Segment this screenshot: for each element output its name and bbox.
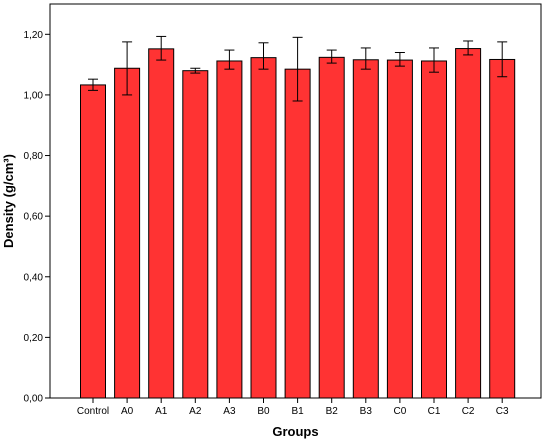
x-tick-label: B3 [360, 406, 373, 417]
x-tick-label: A0 [121, 406, 134, 417]
x-tick-label: B1 [291, 406, 304, 417]
y-tick-label: 0,20 [24, 333, 44, 344]
bar-series [80, 48, 516, 399]
bar-b2 [318, 56, 345, 399]
y-tick-label: 0,60 [24, 212, 44, 223]
bar-c1 [421, 60, 447, 399]
x-tick-label: A1 [155, 406, 168, 417]
bar-c3 [489, 58, 516, 399]
y-tick-label: 0,80 [24, 151, 44, 162]
bar-c2 [455, 48, 482, 399]
y-axis-ticks: 0,00 0,20 0,40 0,60 0,80 1,00 1,20 [24, 30, 50, 405]
error-bars [88, 35, 508, 102]
bar-a2 [182, 70, 209, 399]
x-tick-label: C2 [462, 406, 475, 417]
bar-a3 [216, 60, 243, 399]
x-tick-label: B2 [326, 406, 339, 417]
bar-c0 [386, 59, 413, 399]
bar-a1 [148, 48, 175, 399]
bar-b0 [250, 57, 277, 399]
x-tick-label: B0 [257, 406, 270, 417]
x-tick-label: C1 [428, 406, 441, 417]
x-tick-label: Control [77, 406, 109, 417]
bar-b3 [352, 59, 379, 399]
x-tick-label: A2 [189, 406, 202, 417]
bar-control [80, 84, 106, 399]
x-axis-title: Groups [272, 424, 318, 439]
bar-a0 [114, 67, 141, 399]
x-tick-label: C0 [394, 406, 407, 417]
y-tick-label: 1,00 [24, 90, 44, 101]
y-tick-label: 0,00 [24, 394, 44, 405]
bar-b1 [284, 68, 311, 399]
x-tick-label: A3 [223, 406, 236, 417]
x-tick-label: C3 [496, 406, 509, 417]
y-tick-label: 0,40 [24, 272, 44, 283]
y-axis-title: Density (g/cm³) [1, 154, 16, 248]
y-tick-label: 1,20 [24, 30, 44, 41]
x-axis-ticks: Control A0 A1 A2 A3 B0 B1 B2 B3 C0 C1 C2 C3 [77, 398, 509, 417]
